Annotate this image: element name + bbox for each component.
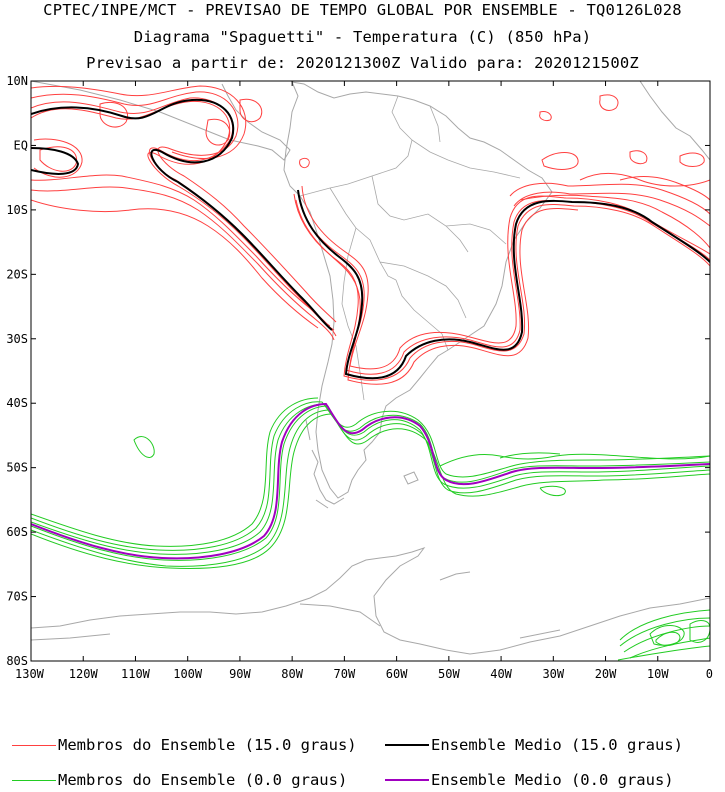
legend-swatch-green <box>12 779 56 781</box>
red-member-line <box>31 199 319 329</box>
lat-tick-label: 20S <box>6 267 28 281</box>
lon-tick-label: 120W <box>69 667 99 681</box>
lon-tick-label: 50W <box>438 667 460 681</box>
lat-tick-label: 50S <box>6 461 28 475</box>
red-member-line <box>619 176 710 201</box>
ensemble-mean-0-contour <box>31 402 710 560</box>
africa-coast <box>639 81 710 161</box>
lat-tick-label: 40S <box>6 396 28 410</box>
red-member-line <box>205 118 231 146</box>
red-member-line <box>519 194 710 249</box>
red-member-line <box>679 152 705 167</box>
red-member-line <box>31 174 337 337</box>
coastline-layer <box>31 81 710 655</box>
red-member-line <box>299 157 310 169</box>
legend-label-member-0: Membros do Ensemble (0.0 graus) <box>58 771 348 789</box>
green-member-line <box>619 609 710 659</box>
lon-tick-label: 130W <box>15 667 45 681</box>
legend-label-mean-0: Ensemble Medio (0.0 graus) <box>431 771 674 789</box>
falklands-coast <box>403 471 419 485</box>
legend-label-member-15: Membros do Ensemble (15.0 graus) <box>58 736 357 754</box>
longitude-axis: 130W 120W 110W 100W 90W 80W 70W 60W 50W 40W 30W 20W… <box>15 81 713 681</box>
red-member-line <box>31 85 247 159</box>
lat-tick-label: 70S <box>6 590 28 604</box>
legend-member-15: Membros do Ensemble (15.0 graus) <box>12 736 357 754</box>
lon-tick-label: 110W <box>121 667 151 681</box>
green-member-line <box>439 453 710 467</box>
lon-tick-label: 80W <box>281 667 303 681</box>
black-mean-line <box>31 98 333 331</box>
red-member-line <box>513 191 710 227</box>
title-line-3: Previsao a partir de: 2020121300Z Valido… <box>86 54 639 72</box>
patagonia-islands <box>305 419 345 509</box>
red-member-line <box>509 182 710 215</box>
title-line-1: CPTEC/INPE/MCT - PREVISAO DE TEMPO GLOBA… <box>43 1 682 19</box>
lon-tick-label: 10W <box>647 667 669 681</box>
red-member-line <box>31 186 335 341</box>
red-member-line <box>599 94 619 111</box>
lat-tick-label: 80S <box>6 654 28 668</box>
lon-tick-label: 40W <box>490 667 512 681</box>
legend-swatch-red <box>12 744 56 746</box>
lon-tick-label: 0 <box>706 667 713 681</box>
legend-mean-15: Ensemble Medio (15.0 graus) <box>385 736 683 754</box>
red-member-line <box>579 172 710 187</box>
green-member-line <box>31 401 710 551</box>
antarctica-coast <box>31 547 710 655</box>
south-america-coast <box>283 81 553 499</box>
red-member-line <box>99 102 128 128</box>
black-mean-line <box>297 189 710 380</box>
lon-tick-label: 20W <box>595 667 617 681</box>
black-mean-line <box>31 147 80 175</box>
legend-member-0: Membros do Ensemble (0.0 graus) <box>12 771 347 789</box>
green-member-line <box>499 452 566 497</box>
legend-mean-0: Ensemble Medio (0.0 graus) <box>385 771 674 789</box>
green-member-line <box>617 645 710 661</box>
purple-mean-line <box>31 402 710 560</box>
legend-label-mean-15: Ensemble Medio (15.0 graus) <box>431 736 683 754</box>
red-member-line <box>239 98 263 123</box>
green-member-line <box>655 631 681 646</box>
red-member-line <box>295 199 579 385</box>
red-member-line <box>31 91 337 323</box>
lon-tick-label: 90W <box>229 667 251 681</box>
green-member-line <box>31 403 710 555</box>
red-member-line <box>541 152 579 170</box>
red-member-line <box>33 138 83 178</box>
lat-tick-label: 60S <box>6 525 28 539</box>
red-member-line <box>539 111 552 121</box>
legend-swatch-black <box>385 744 429 746</box>
ensemble-members-15-contours <box>31 85 710 385</box>
antarctica-ice-shelf <box>31 571 561 641</box>
lon-tick-label: 60W <box>386 667 408 681</box>
green-member-line <box>31 413 710 569</box>
ensemble-mean-15-contour <box>31 98 710 380</box>
lon-tick-label: 100W <box>173 667 203 681</box>
green-member-line <box>133 436 155 458</box>
plot-frame <box>30 80 711 662</box>
lon-tick-label: 70W <box>334 667 356 681</box>
green-member-line <box>31 409 710 567</box>
legend-swatch-purple <box>385 779 429 781</box>
lat-tick-label: 30S <box>6 332 28 346</box>
red-member-line <box>39 146 78 172</box>
title-line-2: Diagrama "Spaguetti" - Temperatura (C) (… <box>133 28 592 46</box>
red-member-line <box>629 150 648 165</box>
ensemble-members-0-contours <box>31 397 710 661</box>
spaghetti-map: 10N EQ 10S 20S 30S 40S 50S 60S 70S 80S 130W 120W 11… <box>6 74 713 681</box>
green-member-line <box>31 397 319 547</box>
latitude-axis: 10N EQ 10S 20S 30S 40S 50S 60S 70S 80S <box>6 74 710 668</box>
country-borders <box>299 95 521 401</box>
lon-tick-label: 30W <box>542 667 564 681</box>
green-member-line <box>31 405 710 561</box>
red-member-line <box>293 193 710 381</box>
green-member-line <box>689 620 710 643</box>
red-member-line <box>301 185 710 370</box>
lat-tick-label: EQ <box>14 138 28 152</box>
lat-tick-label: 10N <box>6 74 28 88</box>
lat-tick-label: 10S <box>6 203 28 217</box>
